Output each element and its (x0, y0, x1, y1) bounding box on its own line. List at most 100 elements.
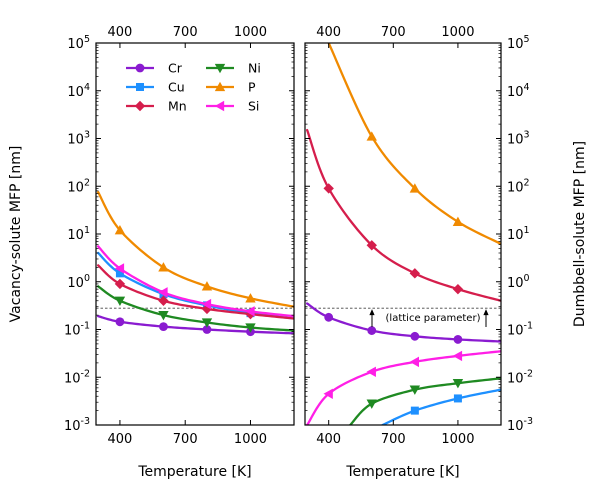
legend-entry-mn: Mn (126, 99, 187, 114)
left-y-axis-label: Vacancy-solute MFP [nm] (8, 146, 24, 323)
legend-marker-si (214, 100, 225, 112)
data-point-p (114, 225, 126, 235)
series-si (97, 245, 294, 318)
data-point-ni (114, 296, 126, 306)
x-tick-label-bottom: 1000 (234, 432, 267, 447)
lattice-parameter-annotation: (lattice parameter) (369, 309, 489, 327)
data-point-p (201, 281, 213, 291)
right-y-axis-label: Dumbbell-solute MFP [nm] (572, 141, 588, 327)
data-point-mn (452, 283, 464, 295)
y-tick-label: 105 (507, 34, 530, 52)
series-line-mn (306, 128, 501, 302)
data-point-mn (323, 183, 334, 194)
x-tick-label-bottom: 400 (108, 432, 133, 447)
y-tick-label: 104 (507, 82, 530, 100)
series-ni (97, 285, 294, 333)
data-point-cr (324, 312, 334, 322)
legend-marker-ni (214, 63, 226, 74)
data-point-cr (410, 331, 420, 341)
legend-entry-ni: Ni (206, 61, 261, 76)
legend: Cr Cu Mn Ni P Si (126, 61, 261, 114)
x-tick-label-top: 700 (173, 25, 198, 40)
y-tick-label: 100 (67, 273, 90, 291)
y-tick-label: 101 (67, 225, 90, 243)
left-panel-vacancy-solute (95, 42, 295, 426)
y-tick-label: 101 (507, 225, 530, 243)
y-tick-label: 102 (507, 177, 530, 195)
data-point-cu (115, 269, 124, 278)
legend-marker-p (214, 81, 226, 92)
x-tick-label-top: 400 (108, 25, 133, 40)
series-line-si (97, 245, 294, 318)
legend-label: Cu (168, 80, 185, 95)
y-tick-label: 102 (67, 177, 90, 195)
legend-marker-cr (135, 63, 145, 73)
data-point-si (409, 356, 420, 368)
data-point-cu (410, 406, 419, 415)
data-point-p (245, 293, 256, 303)
data-point-mn (409, 268, 421, 279)
series-si (306, 350, 501, 425)
data-point-ni (366, 399, 377, 409)
series-p (327, 43, 501, 246)
data-point-si (452, 350, 463, 362)
data-point-ni (245, 323, 256, 333)
data-point-p (366, 131, 377, 141)
data-point-si (366, 366, 376, 378)
legend-label: Mn (168, 99, 187, 114)
data-point-cu (453, 394, 462, 403)
data-point-ni (409, 385, 421, 395)
x-tick-label-bottom: 700 (173, 432, 198, 447)
x-tick-label-top: 400 (316, 25, 341, 40)
data-point-si (323, 388, 333, 400)
data-point-mn (366, 240, 377, 251)
series-line-si (306, 350, 501, 425)
data-point-cr (453, 335, 463, 344)
x-tick-label-bottom: 700 (381, 432, 406, 447)
right-plot-area (305, 43, 501, 425)
series-line-ni (97, 285, 294, 332)
y-tick-label: 103 (507, 130, 530, 148)
data-point-cr (202, 325, 212, 334)
y-tick-label: 100 (507, 273, 530, 291)
series-line-cr (97, 315, 294, 335)
data-point-mn (114, 278, 126, 290)
series-mn (306, 128, 501, 302)
lattice-parameter-label: (lattice parameter) (386, 313, 481, 324)
legend-entry-si: Si (206, 99, 259, 114)
series-ni (349, 377, 501, 425)
y-tick-label: 10-2 (507, 368, 533, 386)
data-point-si (245, 306, 255, 317)
data-point-cr (367, 326, 377, 335)
x-tick-label-bottom: 400 (316, 432, 341, 447)
axis-ticks: 400 700 1000 400 700 1000 10-3 10-2 10-1 100 101 10… (64, 25, 533, 447)
y-tick-label: 104 (67, 82, 90, 100)
series-line-cr (306, 302, 501, 343)
data-point-p (452, 216, 464, 226)
data-point-si (114, 263, 125, 274)
legend-label: Si (248, 99, 259, 114)
x-tick-label-top: 700 (381, 25, 406, 40)
legend-marker-cu (136, 83, 144, 91)
y-tick-label: 10-1 (64, 321, 90, 339)
data-point-p (158, 262, 169, 272)
legend-marker-mn (134, 100, 146, 112)
series-line-mn (97, 264, 294, 320)
data-point-cr (159, 322, 168, 332)
legend-label: Ni (248, 61, 261, 76)
data-point-si (158, 287, 168, 298)
series-cr (306, 302, 501, 344)
y-tick-label: 105 (67, 34, 90, 52)
y-tick-label: 10-1 (507, 321, 533, 339)
data-point-cr (115, 317, 125, 327)
y-tick-label: 10-3 (507, 416, 533, 434)
y-tick-label: 10-3 (64, 416, 90, 434)
left-x-axis-label: Temperature [K] (137, 464, 251, 480)
data-point-mn (158, 295, 169, 306)
data-point-ni (452, 379, 464, 389)
x-tick-label-top: 1000 (234, 25, 267, 40)
series-line-cu (381, 388, 501, 425)
series-line-p (97, 191, 294, 308)
x-tick-label-bottom: 1000 (441, 432, 474, 447)
